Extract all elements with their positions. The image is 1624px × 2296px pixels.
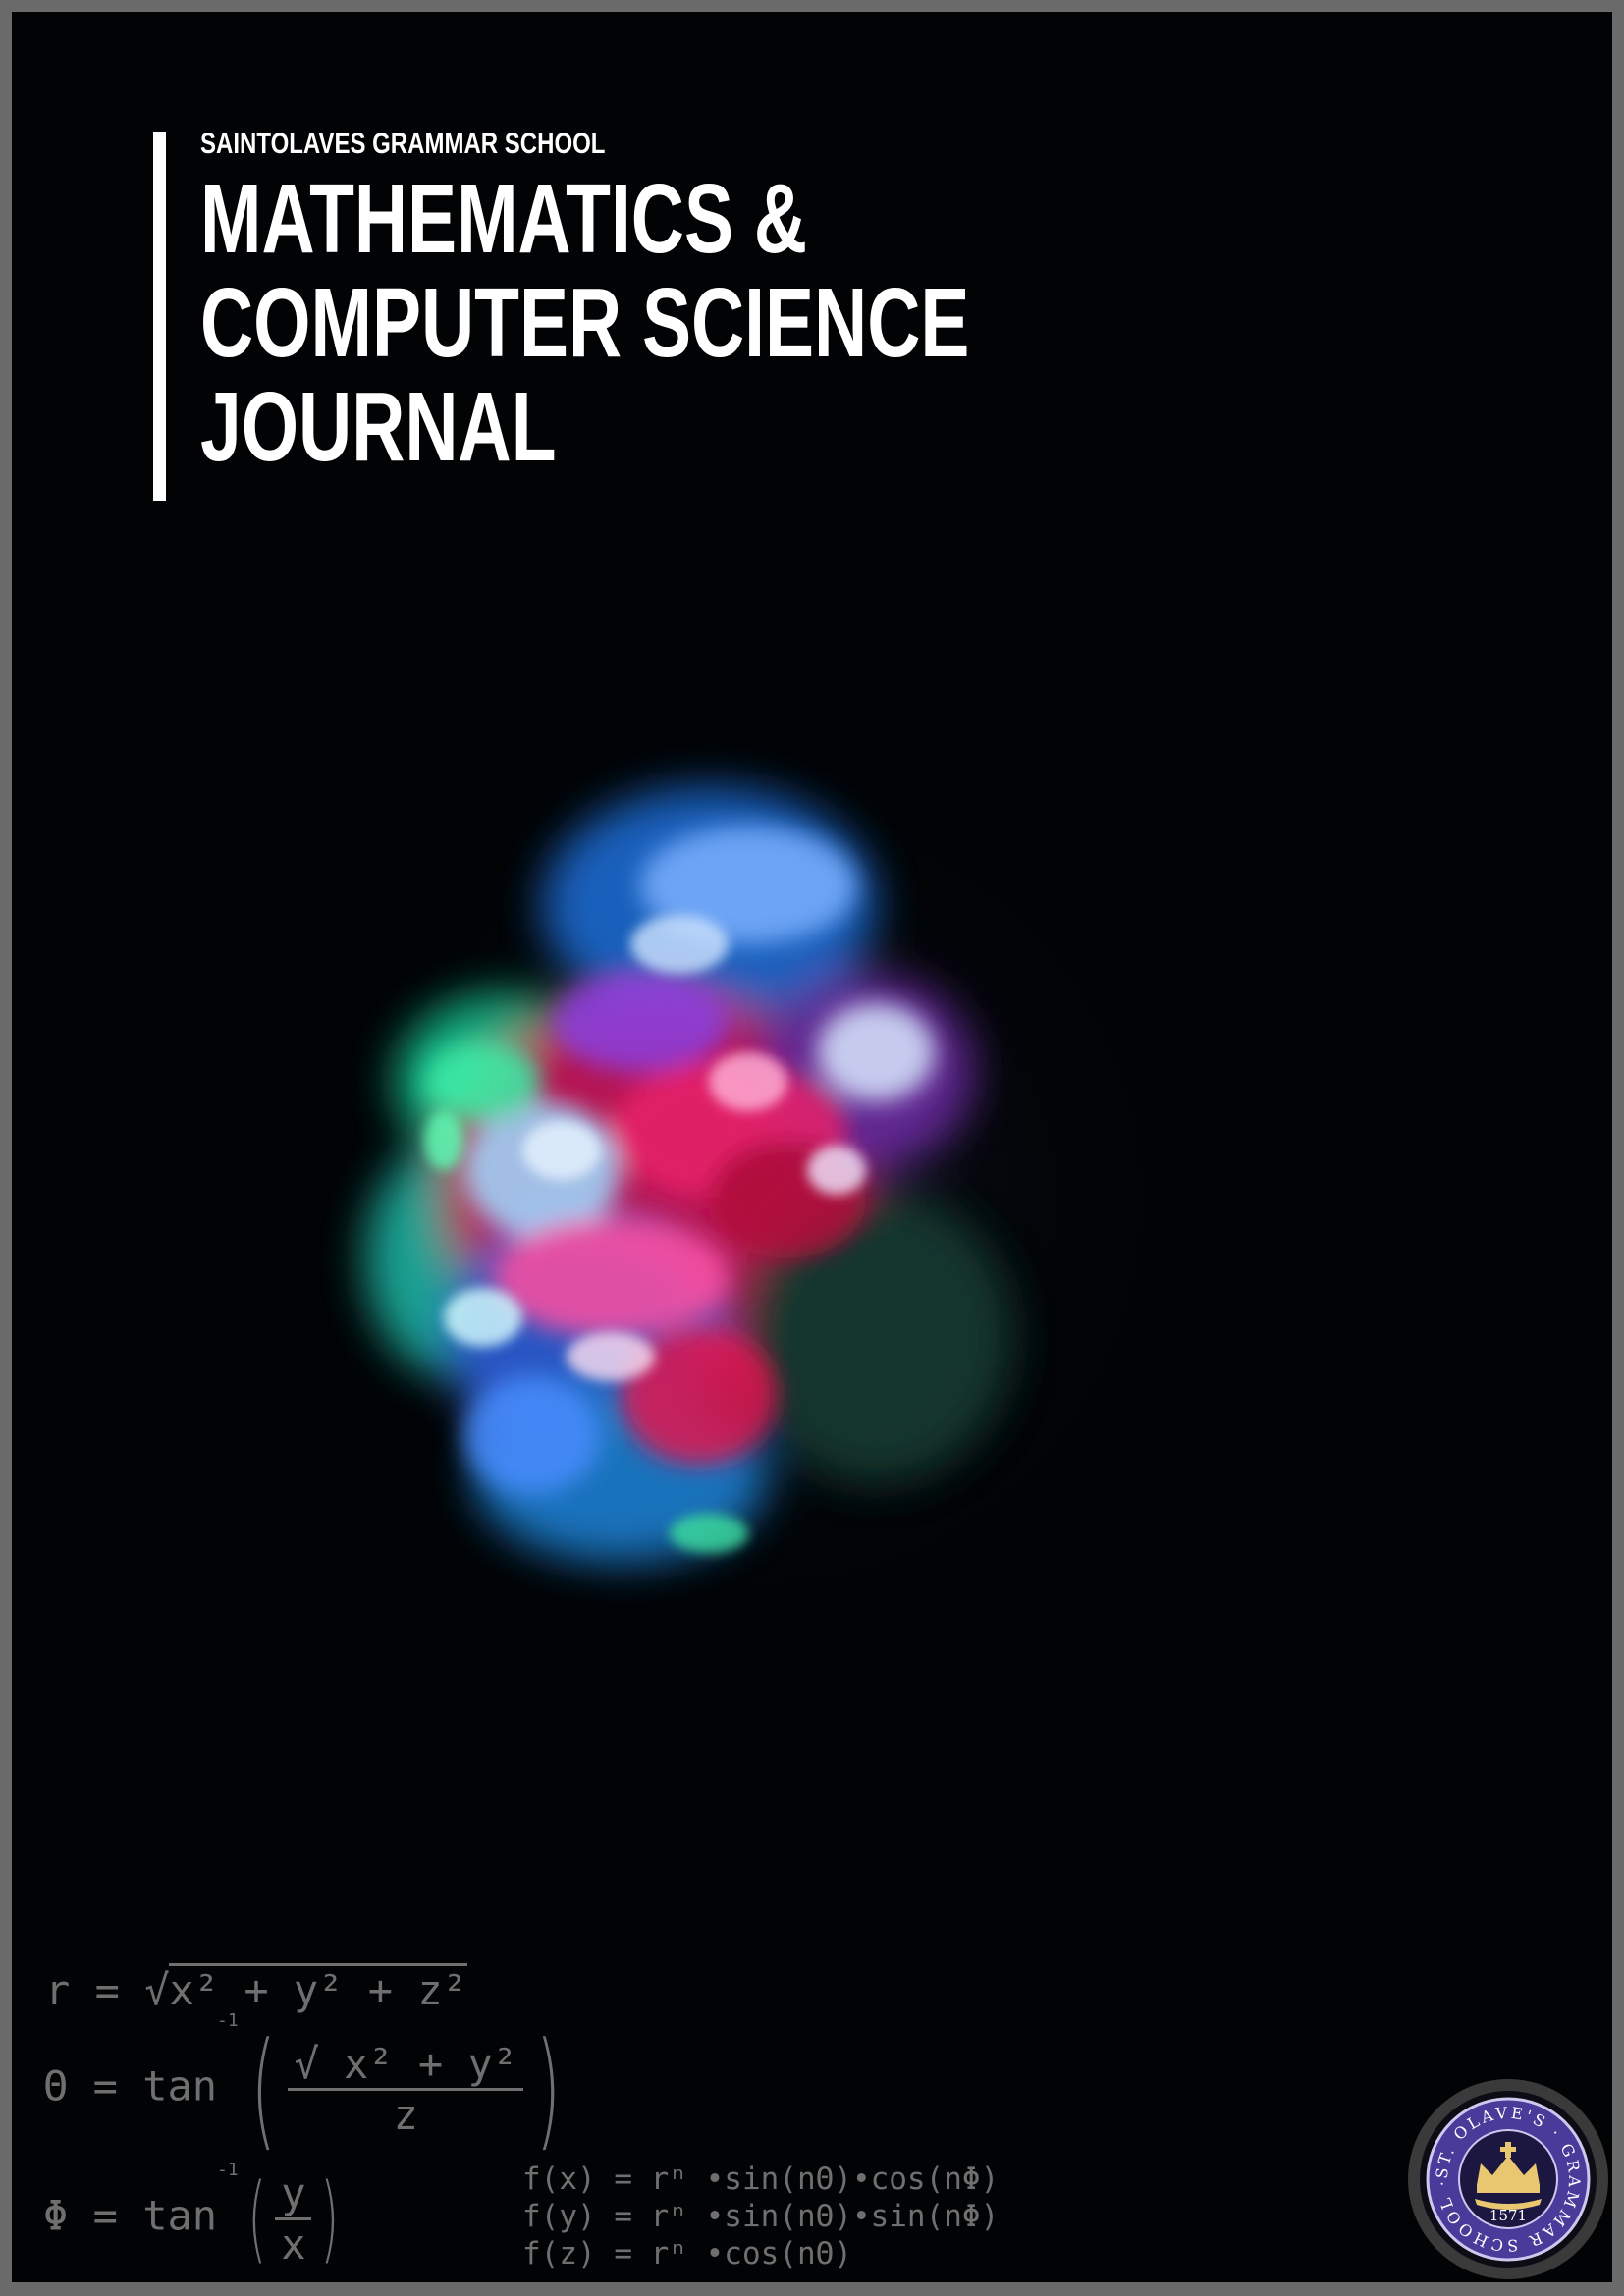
cover-header: SAINTOLAVES GRAMMAR SCHOOL MATHEMATICS &… — [200, 128, 1226, 479]
fraction: √ x² + y² z — [288, 2039, 524, 2139]
numerator: y — [281, 2168, 306, 2217]
function-name: tan — [142, 2061, 218, 2110]
equation-radius: r = √x² + y² + z² — [45, 1963, 467, 2014]
denominator: x — [275, 2216, 312, 2269]
school-name: SAINTOLAVES GRAMMAR SCHOOL — [200, 128, 606, 160]
title-accent-bar — [153, 132, 166, 501]
equation-lhs: Θ — [43, 2061, 69, 2110]
denominator: z — [288, 2087, 524, 2139]
function-fx: f(x) = rⁿ •sin(nΘ)•cos(nΦ) — [522, 2162, 1000, 2197]
function-fz: f(z) = rⁿ •cos(nΘ) — [522, 2236, 852, 2271]
right-paren: ) — [535, 2014, 562, 2163]
school-crest-logo: ST. OLAVE'S · GRAMMAR SCHOOL · 1571 — [1408, 2079, 1608, 2279]
function-fy: f(y) = rⁿ •sin(nΘ)•sin(nΦ) — [522, 2199, 1000, 2234]
equation-phi: Φ = tan-1(y x) — [43, 2160, 349, 2273]
equation-lhs: Φ — [43, 2191, 69, 2240]
exponent: -1 — [217, 2160, 239, 2180]
equals-sign: = — [92, 2191, 118, 2240]
function-name: tan — [142, 2191, 218, 2240]
journal-title-line-1: MATHEMATICS & — [200, 164, 807, 274]
numerator: √ x² + y² — [294, 2039, 518, 2088]
crest-year: 1571 — [1489, 2207, 1527, 2224]
equation-theta: Θ = tan-1(√ x² + y² z) — [43, 2010, 573, 2163]
radicand: x² + y² + z² — [169, 1963, 467, 2014]
mandelbulb-nebula-image — [297, 738, 1219, 1661]
crown-icon — [1475, 2142, 1542, 2210]
equation-lhs: r — [45, 1966, 71, 2014]
left-paren: ( — [250, 2014, 276, 2163]
square-root: √x² + y² + z² — [144, 1963, 467, 2014]
equals-sign: = — [92, 2061, 118, 2110]
journal-title-line-2: COMPUTER SCIENCE — [200, 268, 970, 378]
exponent: -1 — [217, 2010, 239, 2031]
left-paren: ( — [247, 2163, 266, 2273]
journal-title-line-3: JOURNAL — [200, 372, 557, 482]
equals-sign: = — [94, 1966, 120, 2014]
journal-cover: SAINTOLAVES GRAMMAR SCHOOL MATHEMATICS &… — [12, 12, 1612, 2282]
right-paren: ) — [320, 2163, 340, 2273]
